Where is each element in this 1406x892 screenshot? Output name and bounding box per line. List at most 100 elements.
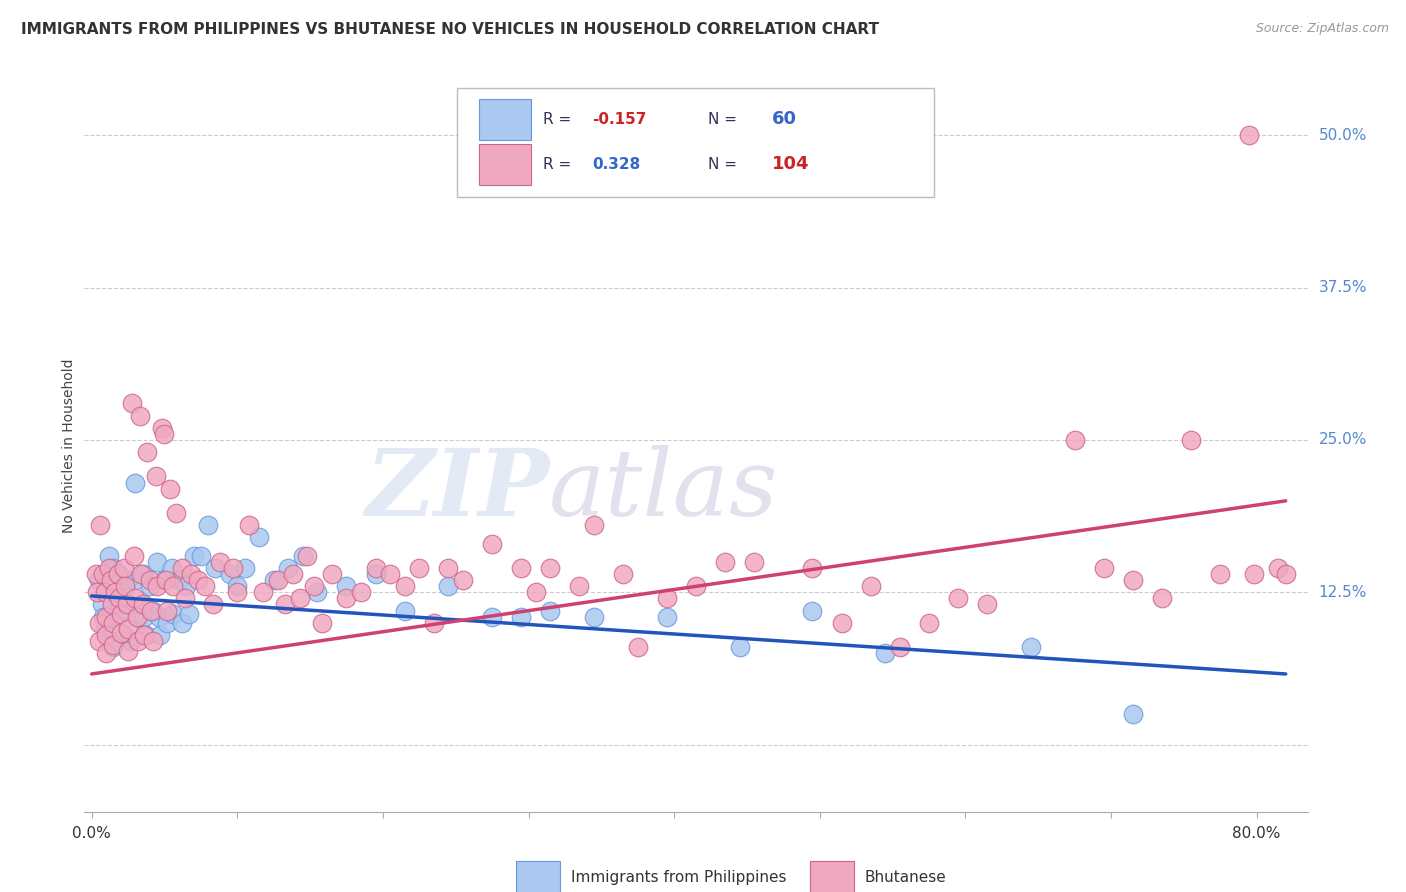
- Text: 37.5%: 37.5%: [1319, 280, 1367, 295]
- Point: [110, 625, 132, 640]
- Point: [394, 579, 416, 593]
- Point: [174, 579, 197, 593]
- Text: 80.0%: 80.0%: [1233, 826, 1281, 841]
- Point: [219, 567, 242, 582]
- Point: [277, 561, 299, 575]
- Point: [153, 426, 176, 441]
- Point: [142, 634, 165, 648]
- Point: [187, 573, 209, 587]
- Point: [131, 567, 153, 582]
- Point: [98, 549, 121, 563]
- Point: [437, 579, 460, 593]
- Point: [127, 609, 149, 624]
- Point: [96, 628, 118, 642]
- FancyBboxPatch shape: [457, 87, 935, 197]
- Point: [247, 530, 270, 544]
- Point: [801, 561, 824, 575]
- Point: [150, 421, 173, 435]
- Point: [115, 598, 138, 612]
- Point: [165, 506, 187, 520]
- Point: [149, 628, 172, 642]
- Point: [1274, 567, 1296, 582]
- Point: [364, 567, 387, 582]
- Point: [96, 646, 118, 660]
- Point: [568, 579, 591, 593]
- Point: [112, 628, 135, 642]
- Point: [335, 591, 357, 606]
- Point: [139, 579, 162, 593]
- Point: [114, 579, 136, 593]
- Point: [252, 585, 274, 599]
- Point: [274, 598, 297, 612]
- Point: [107, 567, 129, 582]
- Point: [335, 579, 357, 593]
- Point: [132, 628, 155, 642]
- Point: [311, 615, 333, 630]
- Point: [538, 604, 561, 618]
- Y-axis label: No Vehicles in Household: No Vehicles in Household: [62, 359, 76, 533]
- Point: [1150, 591, 1173, 606]
- Point: [170, 561, 193, 575]
- Point: [304, 579, 326, 593]
- Text: 60: 60: [772, 110, 797, 128]
- Point: [87, 573, 110, 587]
- Point: [132, 609, 155, 624]
- Point: [127, 634, 149, 648]
- Point: [103, 640, 125, 655]
- FancyBboxPatch shape: [516, 862, 560, 892]
- Point: [233, 561, 256, 575]
- Point: [875, 646, 897, 660]
- Point: [148, 609, 170, 624]
- Point: [146, 579, 169, 593]
- Text: Source: ZipAtlas.com: Source: ZipAtlas.com: [1256, 22, 1389, 36]
- Point: [423, 615, 446, 630]
- Point: [1019, 640, 1042, 655]
- Point: [136, 445, 159, 459]
- Point: [859, 579, 882, 593]
- Point: [208, 555, 231, 569]
- Point: [1267, 561, 1289, 575]
- Point: [117, 598, 139, 612]
- Point: [831, 615, 853, 630]
- Point: [107, 567, 129, 582]
- Point: [104, 585, 127, 599]
- Point: [112, 561, 135, 575]
- Point: [155, 573, 177, 587]
- Point: [84, 567, 107, 582]
- Text: Immigrants from Philippines: Immigrants from Philippines: [571, 870, 787, 885]
- Point: [1092, 561, 1115, 575]
- Point: [238, 518, 260, 533]
- Point: [139, 573, 162, 587]
- Point: [183, 549, 205, 563]
- Point: [728, 640, 751, 655]
- Point: [222, 561, 245, 575]
- FancyBboxPatch shape: [810, 862, 853, 892]
- Point: [98, 561, 121, 575]
- Point: [89, 518, 111, 533]
- FancyBboxPatch shape: [479, 144, 531, 185]
- Point: [288, 591, 311, 606]
- Text: 50.0%: 50.0%: [1319, 128, 1367, 143]
- Point: [408, 561, 430, 575]
- Text: 12.5%: 12.5%: [1319, 585, 1367, 599]
- Point: [1209, 567, 1232, 582]
- Point: [173, 591, 195, 606]
- Point: [714, 555, 737, 569]
- Point: [103, 609, 125, 624]
- Point: [889, 640, 911, 655]
- Point: [194, 579, 217, 593]
- Text: R =: R =: [543, 112, 576, 127]
- Point: [378, 567, 402, 582]
- Point: [91, 567, 114, 582]
- Point: [124, 573, 146, 587]
- Point: [524, 585, 547, 599]
- Point: [117, 573, 139, 587]
- Point: [110, 607, 132, 622]
- Point: [1239, 128, 1261, 143]
- Point: [655, 609, 678, 624]
- Point: [394, 604, 416, 618]
- Point: [124, 591, 146, 606]
- Point: [801, 604, 824, 618]
- Point: [1063, 433, 1085, 447]
- Point: [179, 607, 201, 622]
